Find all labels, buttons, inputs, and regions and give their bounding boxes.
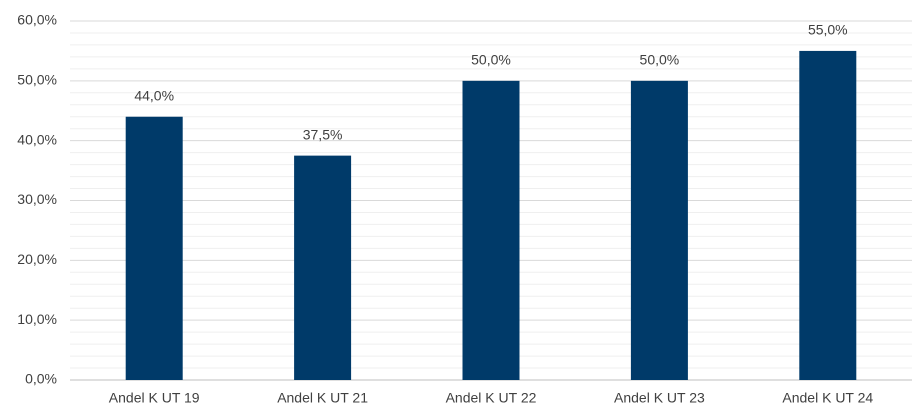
y-tick-label: 30,0% [17, 191, 57, 207]
data-label: 37,5% [303, 126, 343, 142]
bar [462, 80, 520, 380]
bar [294, 155, 352, 380]
x-tick-label: Andel K UT 19 [109, 390, 200, 406]
data-label: 50,0% [471, 52, 511, 68]
y-tick-label: 40,0% [17, 131, 57, 147]
bar [125, 116, 183, 380]
data-label: 50,0% [640, 52, 680, 68]
x-tick-label: Andel K UT 21 [277, 390, 368, 406]
y-tick-label: 60,0% [17, 12, 57, 28]
y-tick-label: 10,0% [17, 311, 57, 327]
data-label: 55,0% [808, 22, 848, 38]
x-tick-label: Andel K UT 23 [614, 390, 705, 406]
x-tick-label: Andel K UT 24 [782, 390, 873, 406]
bar [799, 50, 857, 381]
y-tick-label: 50,0% [17, 72, 57, 88]
data-label: 44,0% [134, 87, 174, 103]
x-tick-label: Andel K UT 22 [446, 390, 537, 406]
bar [630, 80, 688, 380]
y-tick-label: 0,0% [25, 371, 57, 387]
y-tick-label: 20,0% [17, 251, 57, 267]
